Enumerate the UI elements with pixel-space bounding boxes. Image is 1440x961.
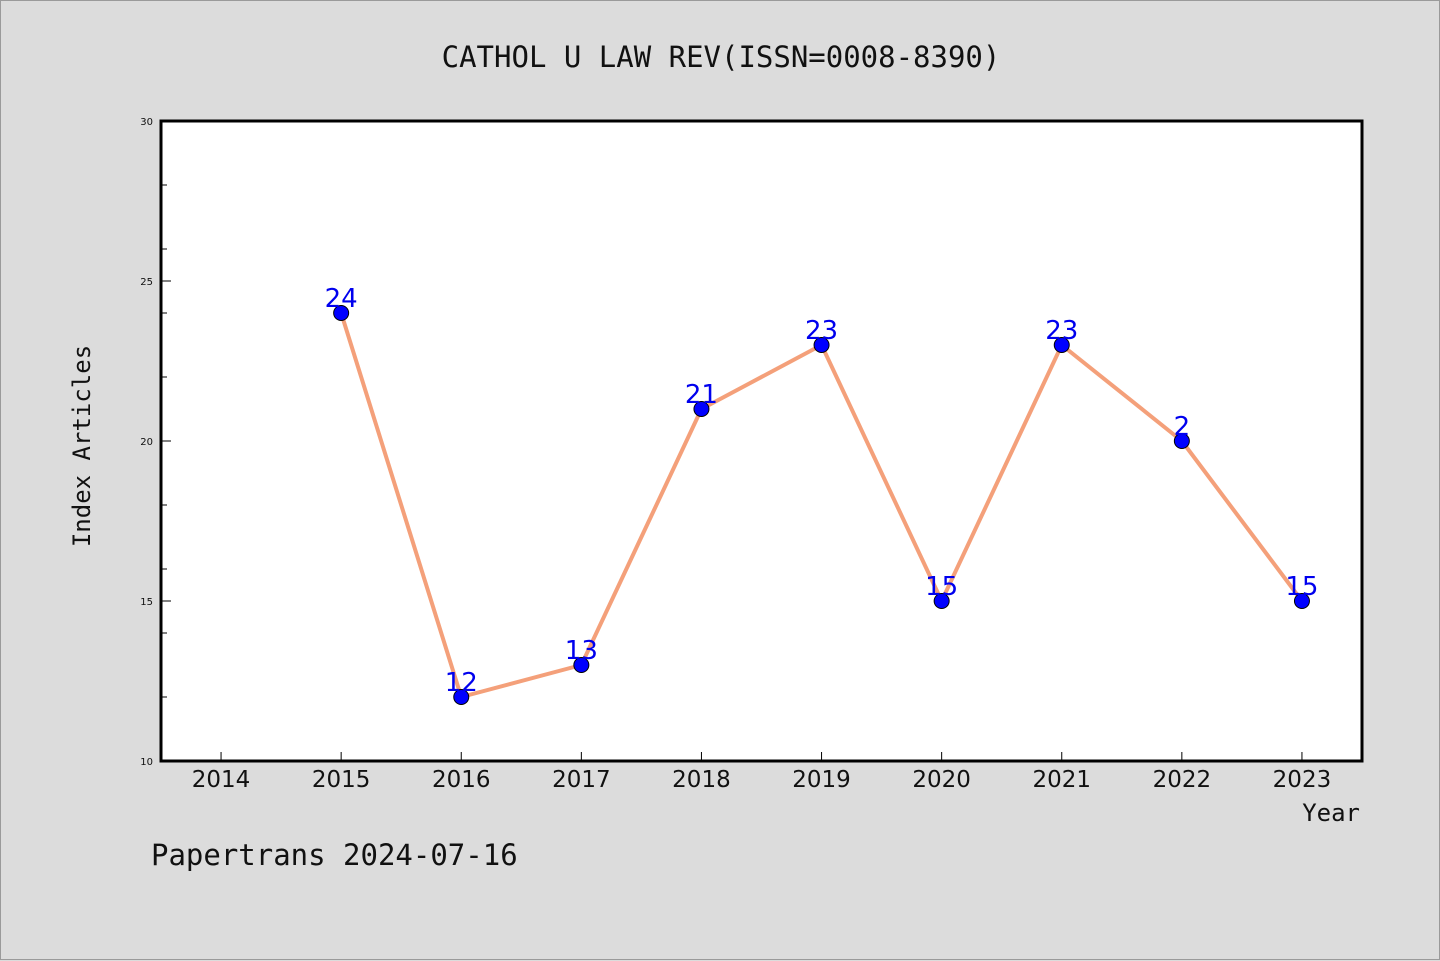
y-tick-label: 15 [140,597,153,608]
x-tick-label: 2023 [1273,767,1332,793]
data-label: 23 [805,316,838,346]
x-tick-label: 2019 [792,767,851,793]
x-tick-label: 2014 [192,767,251,793]
data-label: 2 [1174,412,1191,442]
x-tick-label: 2020 [912,767,971,793]
data-label: 24 [325,284,358,314]
data-point [1053,337,1070,353]
data-point [453,689,470,705]
data-point [813,337,830,353]
x-tick-label: 2021 [1032,767,1091,793]
x-axis: 2014 2015 2016 2017 2018 2019 2020 2021 2022 2023 [192,752,1331,793]
data-label: 21 [685,380,718,410]
chart-title: CATHOL U LAW REV(ISSN=0008-8390) [442,40,1001,74]
y-tick-label: 25 [140,277,153,288]
markers-group [333,305,1310,705]
data-label: 15 [1285,572,1318,602]
data-point [693,401,710,417]
y-tick-label: 20 [140,437,153,448]
x-tick-label: 2018 [672,767,731,793]
x-tick-label: 2016 [432,767,491,793]
x-tick-label: 2017 [552,767,611,793]
data-label: 12 [445,668,478,698]
data-label: 13 [565,636,598,666]
data-label: 23 [1045,316,1078,346]
y-axis: 10 15 20 25 30 [140,117,171,768]
x-axis-label: Year [1302,799,1360,827]
y-tick-label: 30 [140,117,153,128]
data-point [333,305,350,321]
data-point [933,593,950,609]
data-point [1293,593,1310,609]
data-point [573,657,590,673]
data-labels-group: 24 12 13 21 23 15 23 2 15 [325,284,1319,698]
plot-area [159,119,1364,763]
data-label: 15 [925,572,958,602]
y-tick-label: 10 [140,757,153,768]
data-point [1173,433,1190,449]
footer-text: Papertrans 2024-07-16 [151,838,518,872]
y-axis-label: Index Articles [68,345,96,547]
x-tick-label: 2022 [1153,767,1212,793]
x-tick-label: 2015 [312,767,371,793]
